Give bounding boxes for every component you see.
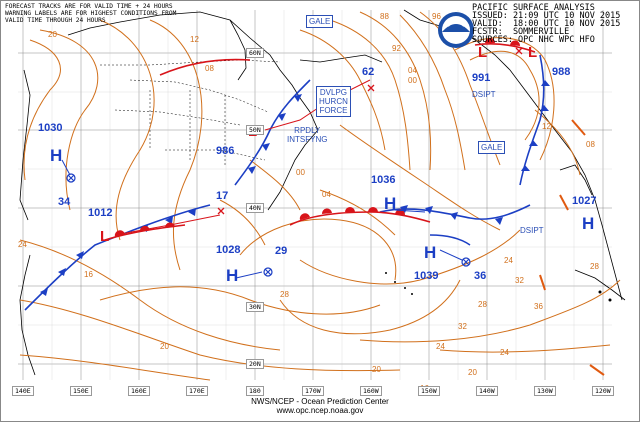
valid-time: VALID: 18:00 UTC 10 NOV 2015 xyxy=(472,19,621,29)
low-center: L xyxy=(478,44,488,61)
isobar-label: 32 xyxy=(515,276,524,285)
isobar-label: 24 xyxy=(18,240,27,249)
forecast-x-markers xyxy=(217,47,523,215)
isobar-label: 20 xyxy=(48,30,57,39)
pressure-29: 29 xyxy=(275,245,288,257)
pressure-1027: 1027 xyxy=(572,195,597,207)
longitude-label: 160E xyxy=(128,386,150,396)
warning-text: RPDLY xyxy=(294,126,321,135)
isobar-label: 92 xyxy=(392,44,401,53)
isobar-label: 00 xyxy=(408,76,417,85)
warning-text: HURCN xyxy=(319,97,348,106)
agency-credit: NWS/NCEP - Ocean Prediction Center xyxy=(251,397,389,406)
pressure-1036: 1036 xyxy=(371,174,396,186)
longitude-label: 120W xyxy=(592,386,614,396)
isobar-label: 08 xyxy=(205,64,214,73)
longitude-label: 140W xyxy=(476,386,498,396)
pressure-1039: 1039 xyxy=(414,270,439,282)
pressure-62: 62 xyxy=(362,66,375,78)
isobar-label: 96 xyxy=(432,12,441,21)
high-tracks xyxy=(61,159,463,279)
sources: SOURCES: OPC NHC WPC HFO xyxy=(472,35,595,45)
warm-fronts xyxy=(104,38,536,241)
isobar-label: 24 xyxy=(436,342,445,351)
high-center: H xyxy=(226,266,239,285)
dissipating-label-east: DSIPT xyxy=(472,90,496,99)
forecaster: FCSTR: SOMMERVILLE xyxy=(472,27,570,37)
hurricane-force-warning: DVLPG HURCN FORCE xyxy=(316,86,351,117)
latitude-label: 20N xyxy=(246,359,264,369)
longitude-label: 180 xyxy=(246,386,264,396)
isobar-label: 36 xyxy=(534,302,543,311)
isobar-label: 16 xyxy=(84,270,93,279)
future-high-markers xyxy=(66,173,471,277)
pressure-34: 34 xyxy=(58,196,71,208)
isobar-label: 20 xyxy=(160,342,169,351)
longitude-label: 140E xyxy=(12,386,34,396)
pressure-1012: 1012 xyxy=(88,207,113,219)
trough-lines xyxy=(539,119,605,376)
pressure-1030: 1030 xyxy=(38,122,63,134)
dissipating-label-central: DSIPT xyxy=(520,226,544,235)
isobar-label: 20 xyxy=(372,365,381,374)
isobar-label: 20 xyxy=(468,368,477,377)
gale-warning-east: GALE xyxy=(478,141,506,154)
warning-text: DVLPG xyxy=(319,88,347,97)
latitude-label: 50N xyxy=(246,125,264,135)
isobar-label: 04 xyxy=(408,66,417,75)
pressure-17: 17 xyxy=(216,190,229,202)
warning-text: INTSFYNG xyxy=(287,135,328,144)
latitude-label: 60N xyxy=(246,48,264,58)
map-title: PACIFIC SURFACE ANALYSIS xyxy=(472,3,595,13)
pressure-1028: 1028 xyxy=(216,244,241,256)
isobar-label: 28 xyxy=(590,262,599,271)
agency-url: www.opc.ncep.noaa.gov xyxy=(276,406,364,415)
isobar-label: 12 xyxy=(190,35,199,44)
warning-text: FORCE xyxy=(319,106,348,115)
isobar-label: 24 xyxy=(504,256,513,265)
low-center: L xyxy=(100,228,110,245)
forecast-note-2: WARNING LABELS ARE FOR HIGHEST CONDITION… xyxy=(5,10,177,17)
high-center: H xyxy=(582,214,595,233)
high-center: H xyxy=(384,194,397,213)
isobar-label: 24 xyxy=(500,348,509,357)
pressure-986: 986 xyxy=(216,145,235,157)
low-center: L xyxy=(528,44,538,61)
borders xyxy=(100,59,281,165)
isobar-label: 28 xyxy=(478,300,487,309)
longitude-label: 170E xyxy=(186,386,208,396)
latitude-label: 30N xyxy=(246,302,264,312)
gale-warning-north: GALE xyxy=(306,15,334,28)
lat-lon-grid xyxy=(18,10,612,380)
isobar-label: 32 xyxy=(458,322,467,331)
high-center: H xyxy=(424,243,437,262)
longitude-label: 150E xyxy=(70,386,92,396)
forecast-note-3: VALID TIME THROUGH 24 HOURS xyxy=(5,17,106,24)
pressure-36: 36 xyxy=(474,270,487,282)
cold-fronts xyxy=(24,54,550,311)
isobar-label: 08 xyxy=(586,140,595,149)
latitude-label: 40N xyxy=(246,203,264,213)
issued-time: ISSUED: 21:09 UTC 10 NOV 2015 xyxy=(472,11,621,21)
pressure-988: 988 xyxy=(552,66,571,78)
isobar-label: 00 xyxy=(296,168,305,177)
noaa-logo xyxy=(438,12,474,48)
isobar-label: 88 xyxy=(380,12,389,21)
isobars xyxy=(19,11,621,381)
isobar-label: 12 xyxy=(542,122,551,131)
longitude-label: 160W xyxy=(360,386,382,396)
rapidly-intensifying-label: RPDLY INTSFYNG xyxy=(285,125,329,145)
high-center: H xyxy=(50,146,63,165)
longitude-label: 150W xyxy=(418,386,440,396)
isobar-label: 04 xyxy=(322,190,331,199)
forecast-note-1: FORECAST TRACKS ARE FOR VALID TIME + 24 … xyxy=(5,3,173,10)
longitude-label: 170W xyxy=(302,386,324,396)
pressure-991: 991 xyxy=(472,72,491,84)
isobar-label: 28 xyxy=(280,290,289,299)
longitude-label: 130W xyxy=(534,386,556,396)
